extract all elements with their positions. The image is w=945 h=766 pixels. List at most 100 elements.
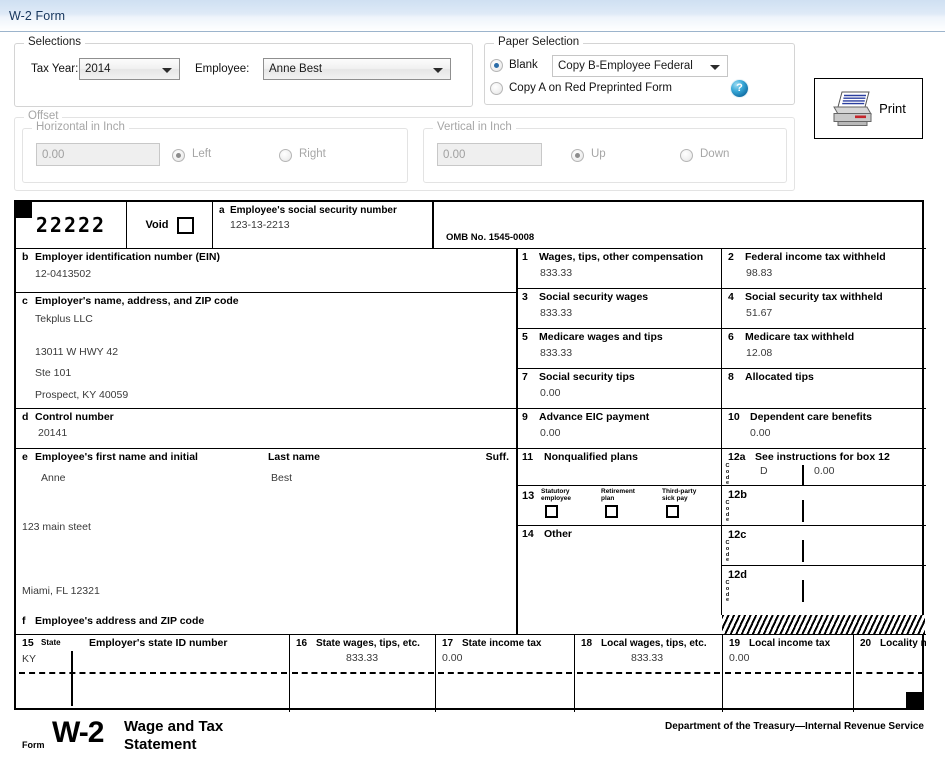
form-omb-cell: OMB No. 1545-0008 — [432, 202, 926, 248]
offset-horizontal-value: 0.00 — [42, 148, 65, 161]
form-box-e-last-name: Best — [271, 472, 293, 484]
form-box-17: 17 State income tax 0.00 — [435, 635, 574, 712]
radio-offset-left-label: Left — [192, 148, 212, 160]
form-box-2: 2 Federal income tax withheld 98.83 — [721, 248, 926, 288]
radio-blank-label: Blank — [509, 59, 538, 71]
form-footer: Form W-2 Wage and Tax Statement Departme… — [14, 712, 924, 762]
form-box-16-value: 833.33 — [346, 652, 379, 665]
chevron-down-icon — [710, 65, 720, 70]
form-box-c-street: 13011 W HWY 42 — [35, 345, 119, 358]
selections-group: Selections Tax Year: 2014 Employee: Anne… — [14, 36, 473, 107]
radio-copy-a-label: Copy A on Red Preprinted Form — [509, 82, 672, 94]
corner-mark-bottom-right — [906, 692, 924, 710]
help-icon[interactable]: ? — [731, 80, 748, 97]
form-void-cell: Void — [126, 202, 212, 248]
form-box-e: e Employee's first name and initial Last … — [16, 448, 516, 614]
form-box-c-name: Tekplus LLC — [35, 312, 93, 325]
offset-horizontal-label: Horizontal in Inch — [32, 121, 129, 133]
form-box-10-value: 0.00 — [750, 426, 771, 439]
form-box-6-value: 12.08 — [746, 346, 773, 359]
chevron-down-icon — [433, 68, 443, 73]
form-box-a: a Employee's social security number 123-1… — [212, 202, 432, 248]
form-box-18: 18 Local wages, tips, etc. 833.33 — [574, 635, 722, 712]
form-box-9-value: 0.00 — [540, 426, 561, 439]
form-control-code: 22222 — [35, 213, 107, 237]
form-box-4-value: 51.67 — [746, 306, 773, 319]
form-box-19-value: 0.00 — [729, 652, 750, 665]
paper-copy-select[interactable]: Copy B-Employee Federal — [552, 55, 728, 77]
employee-label: Employee: — [195, 63, 250, 75]
radio-copy-a[interactable] — [490, 82, 503, 95]
offset-horizontal-group: Horizontal in Inch 0.00 Left Right — [22, 121, 408, 183]
offset-vertical-input[interactable]: 0.00 — [437, 143, 542, 166]
radio-blank[interactable] — [490, 59, 503, 72]
form-box-8: 8 Allocated tips — [721, 368, 926, 408]
radio-offset-right[interactable] — [279, 149, 292, 162]
radio-offset-up-label: Up — [591, 148, 606, 160]
form-box-c: c Employer's name, address, and ZIP code … — [16, 292, 516, 408]
form-box-12a-code: D — [760, 465, 768, 477]
form-box-b: b Employer identification number (EIN) 12… — [16, 248, 516, 292]
form-omb-number: OMB No. 1545-0008 — [446, 232, 535, 243]
checkbox-statutory-employee[interactable] — [545, 505, 558, 518]
form-box-11: 11 Nonqualified plans — [516, 448, 721, 485]
form-box-10: 10 Dependent care benefits 0.00 — [721, 408, 926, 448]
chevron-down-icon — [162, 68, 172, 73]
form-box-2-value: 98.83 — [746, 266, 773, 279]
radio-offset-down[interactable] — [680, 149, 693, 162]
corner-mark-top-left — [14, 200, 32, 218]
tax-year-select[interactable]: 2014 — [79, 58, 180, 80]
form-box-7: 7 Social security tips 0.00 — [516, 368, 721, 408]
checkbox-retirement-plan[interactable] — [605, 505, 618, 518]
selections-group-label: Selections — [24, 36, 86, 48]
offset-horizontal-input[interactable]: 0.00 — [36, 143, 160, 166]
offset-vertical-label: Vertical in Inch — [433, 121, 516, 133]
form-hatched-area — [722, 615, 925, 634]
form-box-5-value: 833.33 — [540, 346, 573, 359]
form-box-15: 15 State Employer's state ID number KY — [16, 635, 289, 712]
offset-group: Offset Horizontal in Inch 0.00 Left Righ… — [14, 110, 795, 191]
footer-form-name: W-2 — [52, 716, 104, 749]
form-box-3-value: 833.33 — [540, 306, 573, 319]
form-box-19: 19 Local income tax 0.00 — [722, 635, 853, 712]
form-box-e-first-name: Anne — [41, 472, 66, 484]
offset-vertical-value: 0.00 — [443, 148, 466, 161]
form-box-16: 16 State wages, tips, etc. 833.33 — [289, 635, 435, 712]
radio-offset-right-label: Right — [299, 148, 326, 160]
footer-agency: Department of the Treasury—Internal Reve… — [665, 721, 924, 732]
form-box-18-value: 833.33 — [631, 652, 664, 665]
window-title: W-2 Form — [9, 8, 66, 23]
radio-offset-down-label: Down — [700, 148, 730, 160]
employee-select[interactable]: Anne Best — [263, 58, 451, 80]
form-box-7-value: 0.00 — [540, 386, 561, 399]
offset-vertical-group: Vertical in Inch 0.00 Up Down — [423, 121, 787, 183]
offset-group-label: Offset — [24, 110, 63, 122]
print-button[interactable]: Print — [814, 78, 923, 139]
footer-form-word: Form — [22, 740, 45, 750]
form-box-c-street2: Ste 101 — [35, 367, 72, 380]
form-box-13: 13 Statutory employee Retirement plan Thir… — [516, 485, 721, 525]
form-state-local-row: 15 State Employer's state ID number KY 1… — [16, 634, 926, 712]
tax-year-value: 2014 — [85, 63, 111, 75]
form-box-15-state: KY — [22, 653, 37, 665]
form-box-12a-value: 0.00 — [814, 465, 835, 477]
form-box-14: 14 Other — [516, 525, 721, 634]
footer-title-line1: Wage and Tax — [124, 718, 224, 735]
form-box-e-address: 123 main steet — [22, 521, 91, 533]
radio-offset-up[interactable] — [571, 149, 584, 162]
void-checkbox[interactable] — [176, 216, 194, 234]
form-box-9: 9 Advance EIC payment 0.00 — [516, 408, 721, 448]
form-box-d-value: 20141 — [38, 426, 68, 439]
checkbox-third-party-sick-pay[interactable] — [666, 505, 679, 518]
tax-year-label: Tax Year: — [31, 63, 79, 75]
radio-offset-left[interactable] — [172, 149, 185, 162]
form-box-a-value: 123-13-2213 — [230, 219, 290, 232]
form-box-17-value: 0.00 — [442, 652, 463, 665]
footer-title-line2: Statement — [124, 736, 197, 753]
